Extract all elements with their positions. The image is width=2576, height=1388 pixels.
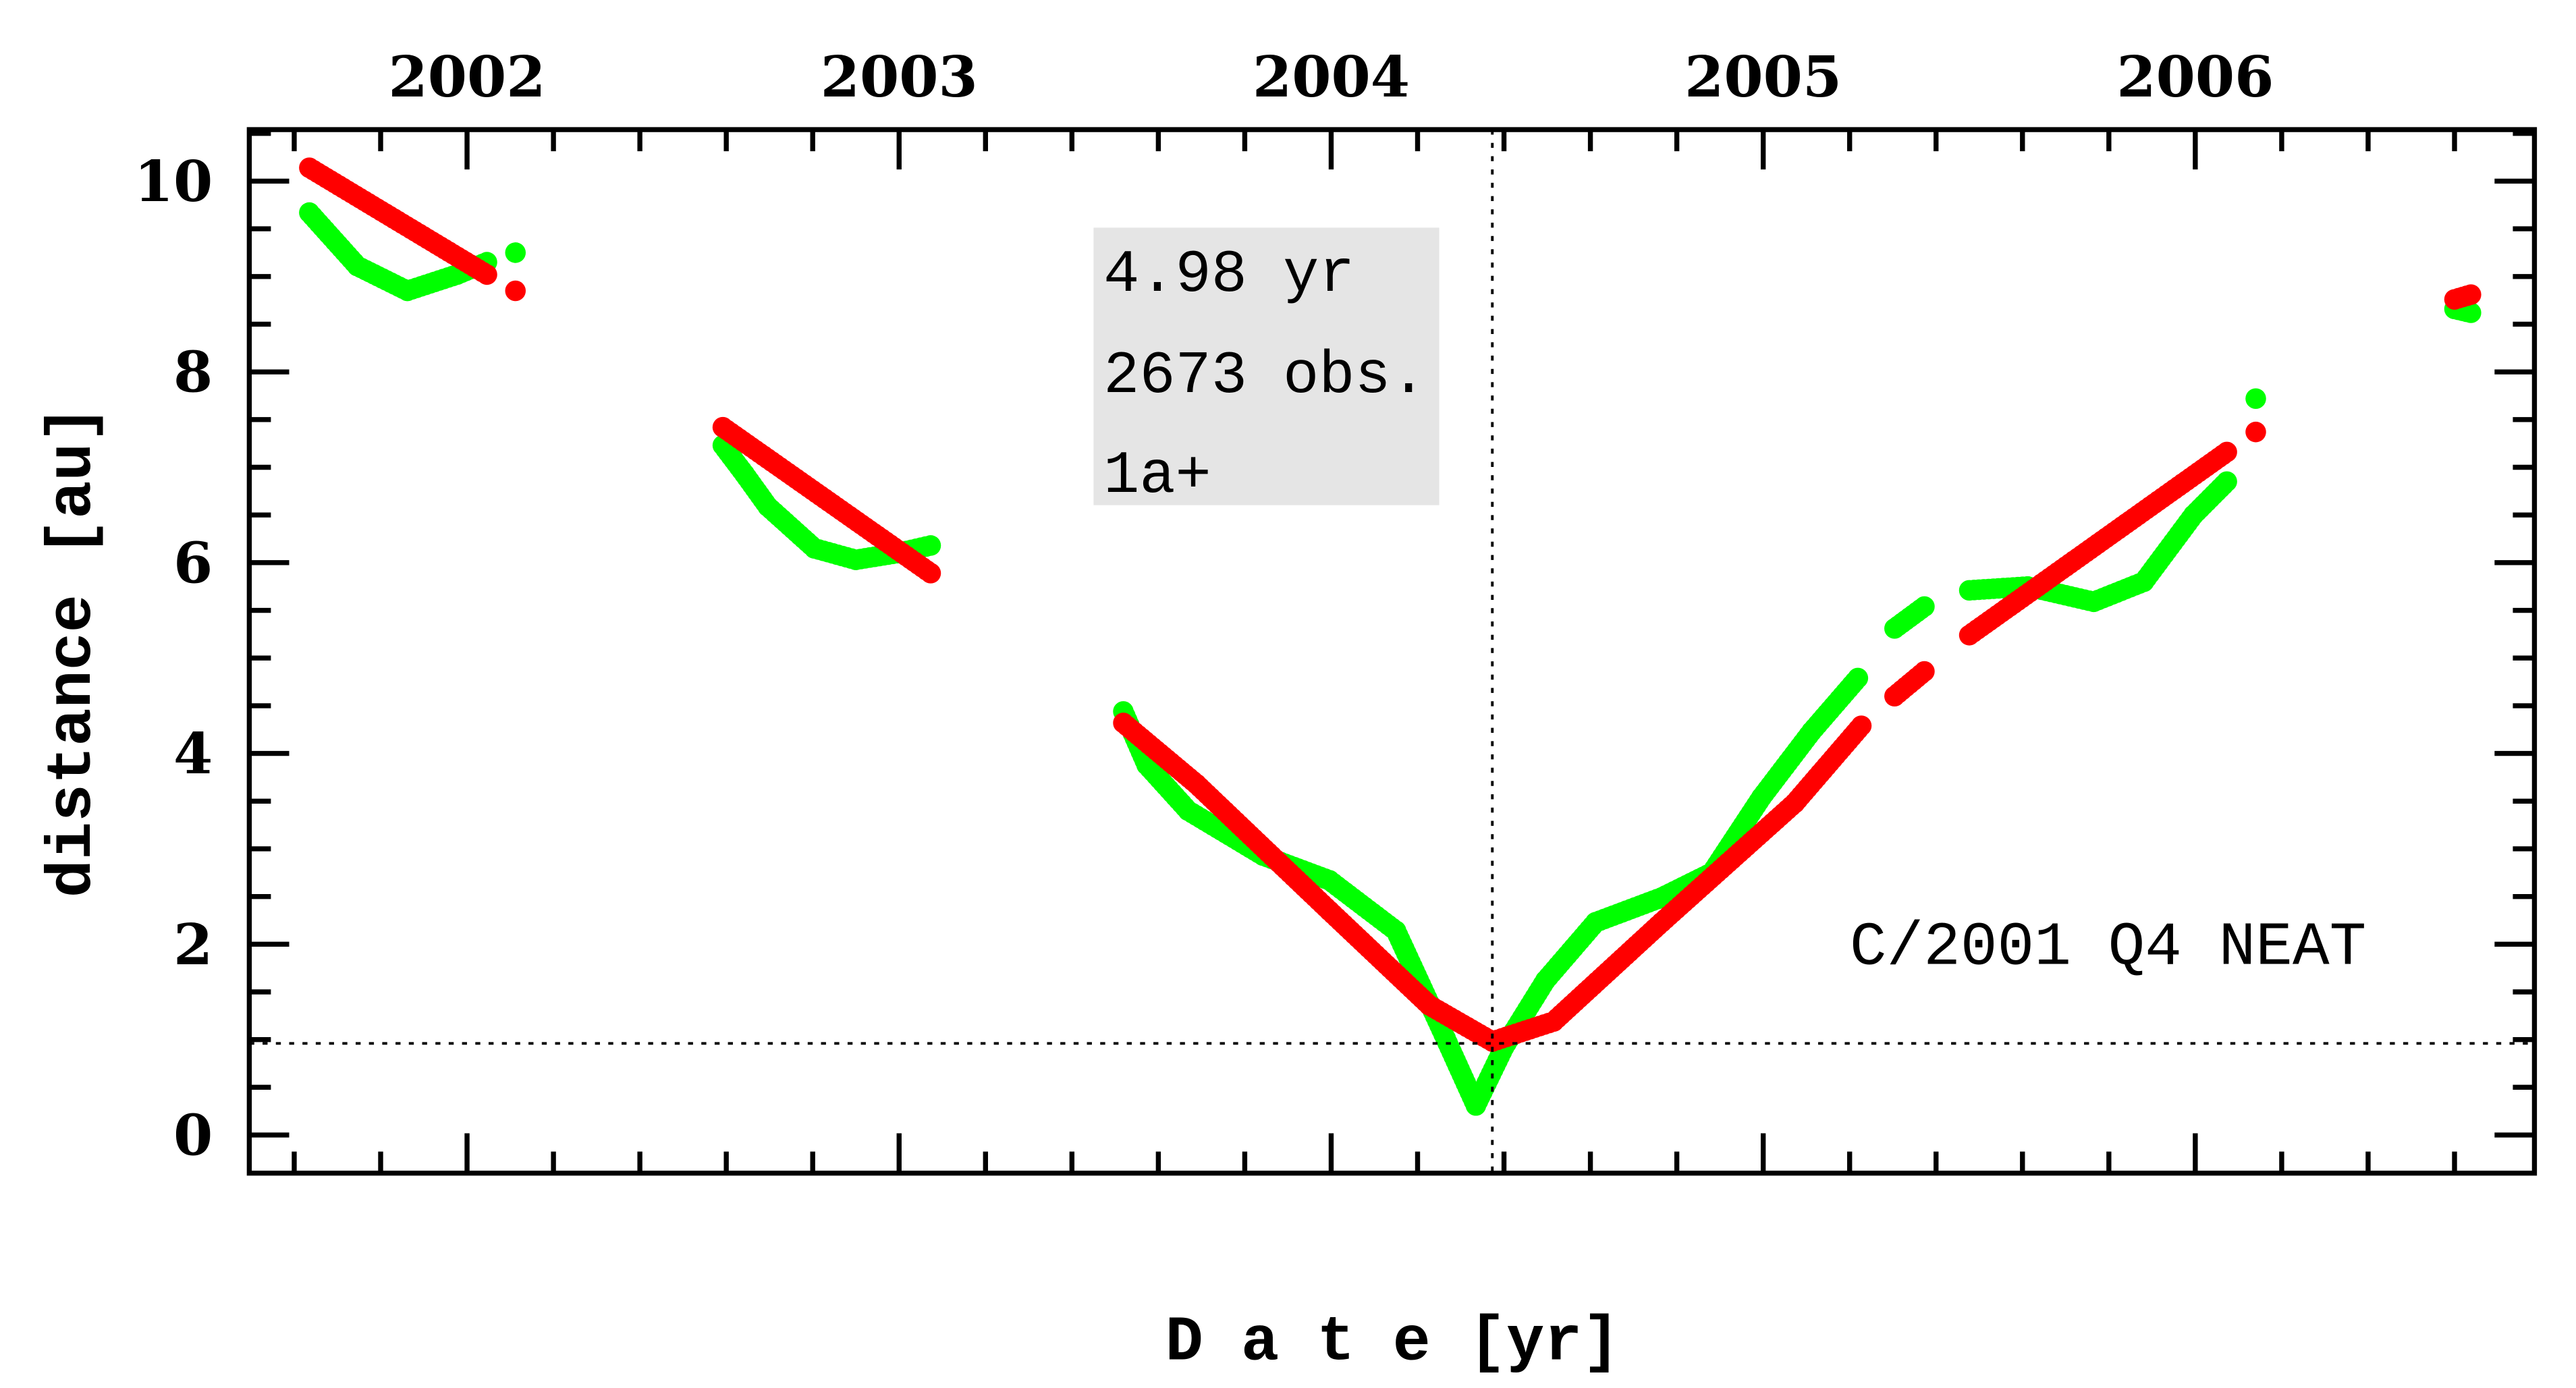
axis-ticks [249, 130, 2535, 1173]
data-points [299, 157, 2482, 1116]
object-label: C/2001 Q4 NEAT [1850, 913, 2366, 982]
x-axis-label: D a t e [yr] [1166, 1307, 1620, 1379]
y-tick-label: 0 [173, 1102, 213, 1169]
x-tick-label: 2002 [389, 43, 546, 110]
red-data-point [2216, 441, 2237, 463]
info-arc-length: 4.98 yr [1103, 241, 1354, 309]
red-data-point [476, 264, 497, 285]
y-tick-label: 8 [173, 339, 213, 406]
green-data-point [1914, 596, 1935, 617]
info-obs-count: 2673 obs. [1103, 342, 1427, 410]
green-data-point [920, 535, 941, 556]
x-tick-label: 2005 [1684, 43, 1842, 110]
red-data-point [1851, 715, 1872, 736]
green-data-point [2245, 388, 2266, 409]
y-tick-labels: 0 2 4 6 8 10 [134, 148, 213, 1169]
red-data-point [2245, 421, 2266, 443]
green-data-point [2216, 471, 2237, 492]
red-data-point [2461, 284, 2482, 305]
x-tick-label: 2004 [1253, 43, 1410, 110]
green-data-point [505, 242, 526, 263]
x-tick-label: 2006 [2116, 43, 2274, 110]
red-data-point [505, 280, 526, 302]
x-tick-labels: 2002 2003 2004 2005 2006 [389, 43, 2274, 110]
red-data-point [1914, 661, 1935, 682]
y-tick-label: 6 [173, 529, 213, 596]
x-tick-label: 2003 [821, 43, 978, 110]
info-box: 4.98 yr 2673 obs. 1a+ [1093, 227, 1440, 510]
green-data-point [1847, 667, 1869, 689]
y-axis-label: distance [au] [38, 405, 109, 897]
plot-frame [246, 127, 2538, 1176]
y-tick-label: 2 [173, 911, 213, 978]
green-data-point [2461, 302, 2482, 323]
y-tick-label: 10 [134, 148, 213, 215]
y-tick-label: 4 [173, 720, 213, 787]
info-quality-class: 1a+ [1103, 442, 1211, 510]
red-data-point [920, 563, 941, 584]
